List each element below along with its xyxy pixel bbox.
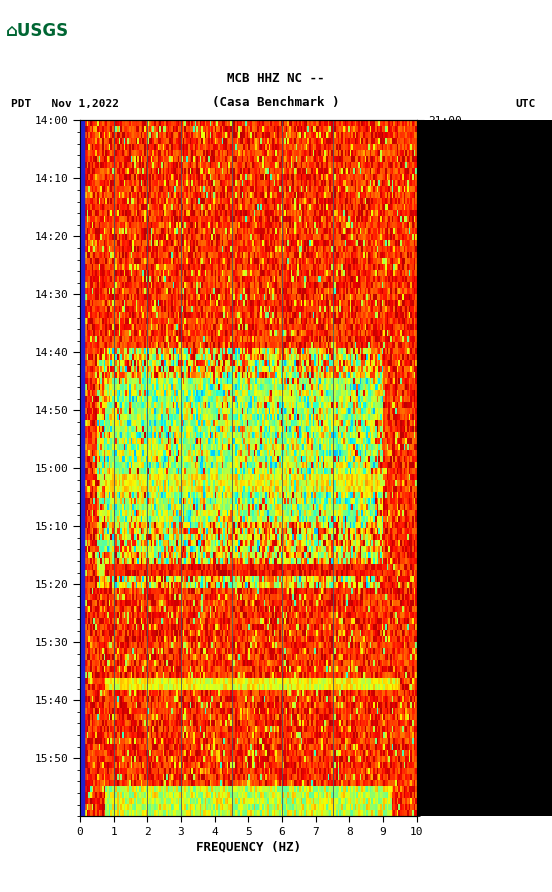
Text: (Casa Benchmark ): (Casa Benchmark ) xyxy=(213,95,339,109)
X-axis label: FREQUENCY (HZ): FREQUENCY (HZ) xyxy=(196,841,301,854)
Text: ⌂USGS: ⌂USGS xyxy=(6,22,68,40)
Bar xyxy=(80,120,84,816)
Text: PDT   Nov 1,2022: PDT Nov 1,2022 xyxy=(11,99,119,109)
Text: MCB HHZ NC --: MCB HHZ NC -- xyxy=(227,71,325,85)
Text: UTC: UTC xyxy=(515,99,535,109)
